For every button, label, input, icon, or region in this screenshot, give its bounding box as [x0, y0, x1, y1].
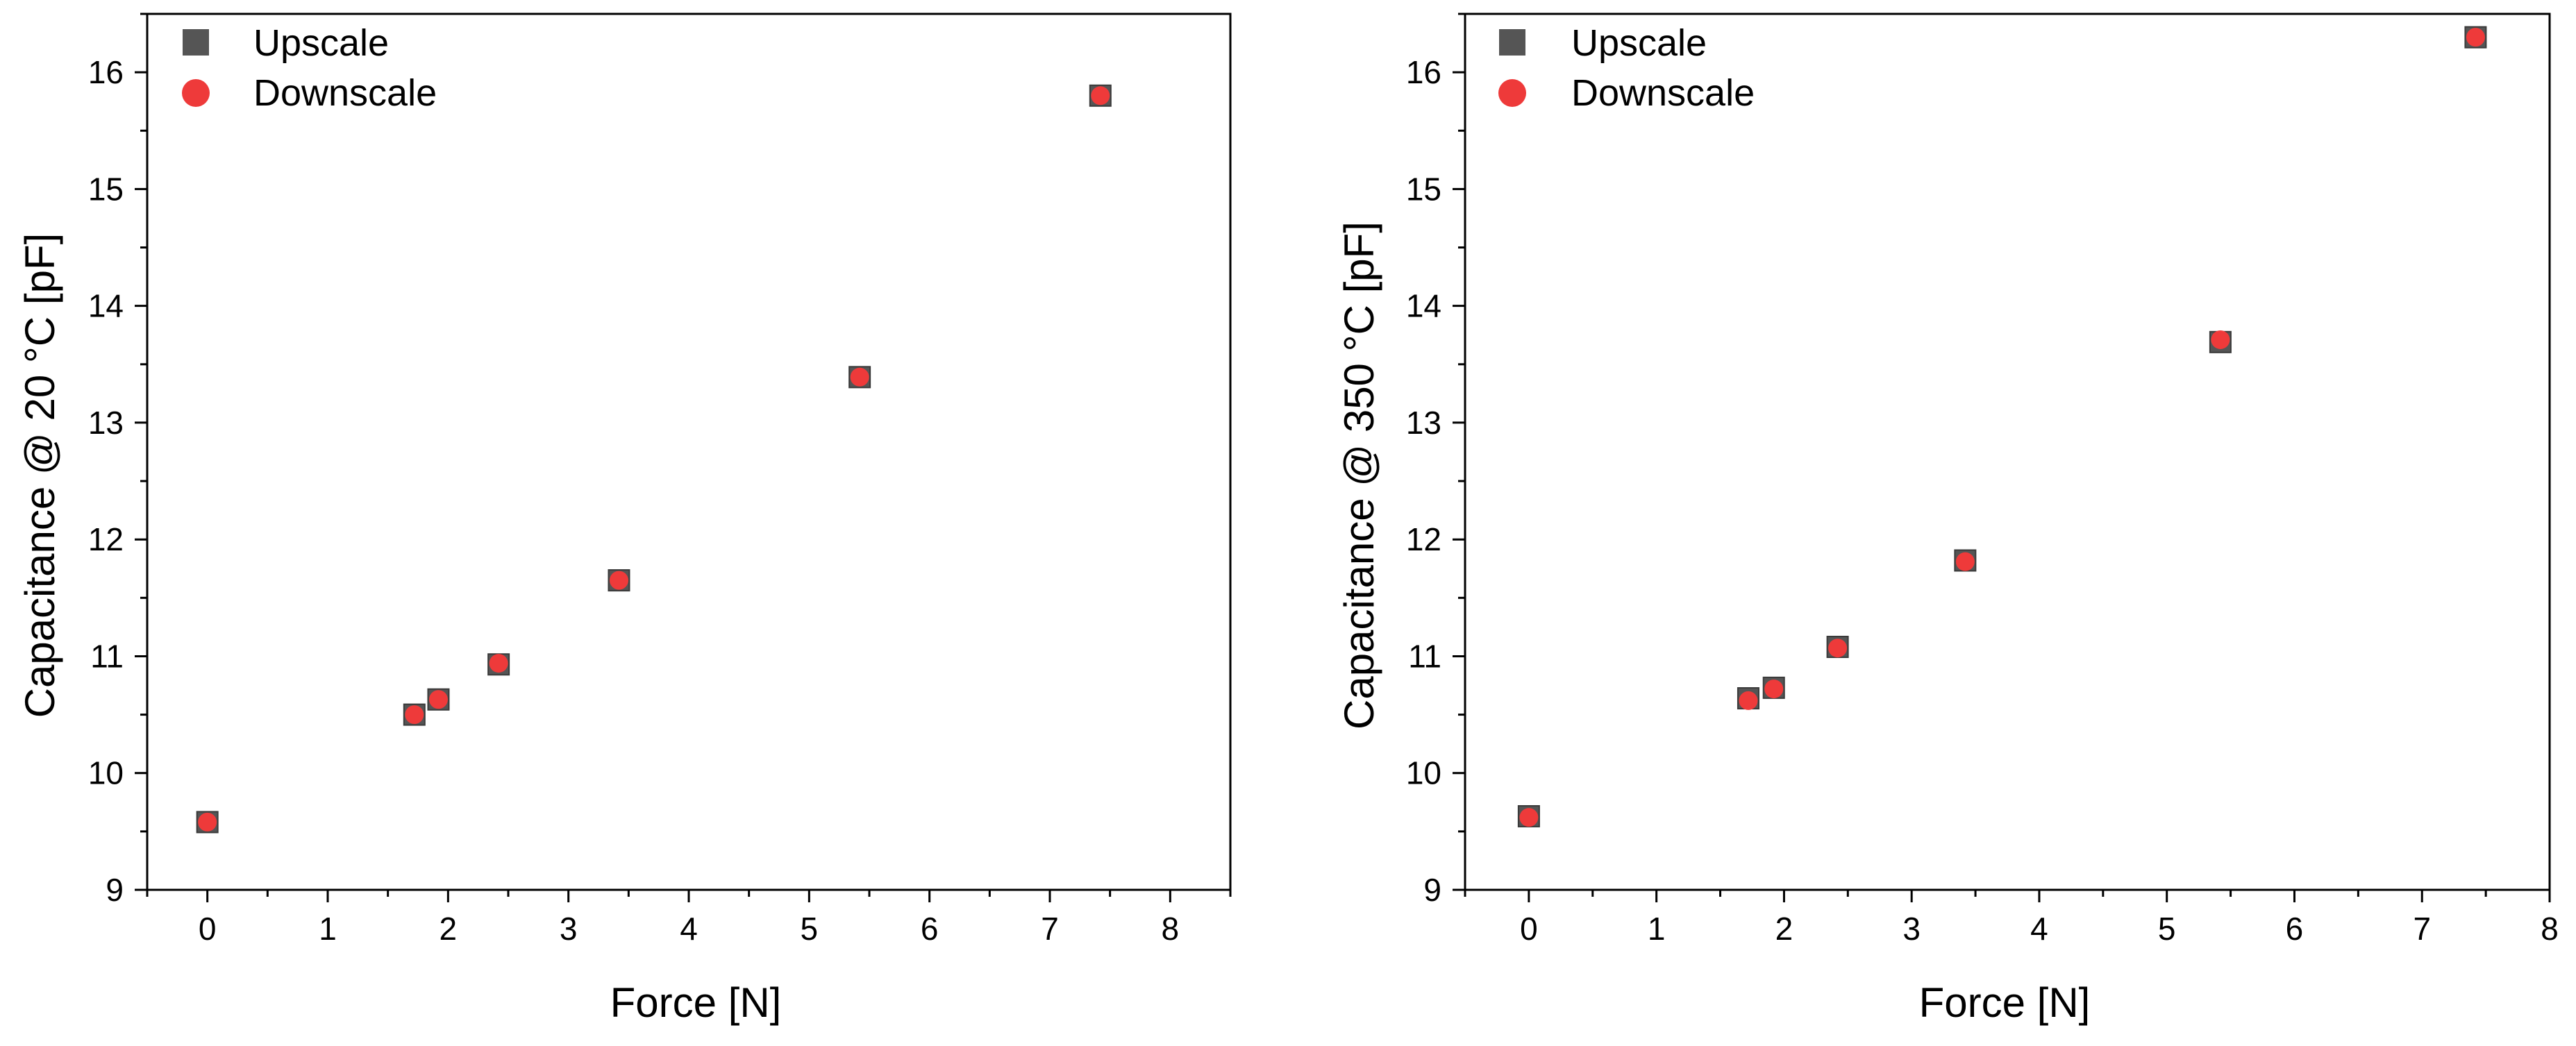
- left-y-tick-label: 15: [88, 171, 124, 207]
- right-downscale-point: [2466, 28, 2485, 47]
- left-y-tick-label: 11: [90, 638, 124, 674]
- left-downscale-point: [405, 705, 424, 725]
- left-y-tick-label: 16: [88, 54, 124, 90]
- right-legend-downscale-label: Downscale: [1571, 72, 1755, 114]
- left-x-tick-label: 5: [801, 911, 819, 947]
- right-downscale-point: [2211, 330, 2230, 349]
- right-y-tick-label: 11: [1408, 638, 1441, 674]
- right-x-tick-label: 6: [2286, 911, 2304, 947]
- left-x-tick-label: 7: [1041, 911, 1059, 947]
- left-downscale-point: [850, 367, 869, 387]
- left-downscale-point: [489, 654, 508, 673]
- left-downscale-point: [198, 812, 217, 832]
- left-downscale-point: [1091, 86, 1110, 106]
- left-x-tick-label: 6: [921, 911, 939, 947]
- left-chart-legend: Upscale Downscale: [182, 22, 437, 114]
- right-y-tick-label: 10: [1406, 755, 1441, 791]
- left-y-tick-label: 13: [88, 405, 124, 441]
- left-legend-upscale-label: Upscale: [253, 22, 389, 64]
- right-x-tick-label: 8: [2541, 911, 2559, 947]
- right-x-tick-label: 5: [2158, 911, 2176, 947]
- left-y-tick-label: 14: [88, 288, 124, 324]
- left-chart-y-axis-label: Capacitance @ 20 °C [pF]: [17, 233, 63, 718]
- right-y-tick-label: 12: [1406, 521, 1441, 557]
- left-downscale-point: [428, 690, 448, 709]
- right-downscale-point: [1955, 552, 1975, 571]
- right-x-tick-label: 4: [2030, 911, 2048, 947]
- right-downscale-point: [1739, 691, 1758, 710]
- left-x-tick-label: 4: [680, 911, 698, 947]
- left-x-tick-label: 0: [199, 911, 217, 947]
- left-legend-downscale-circle-icon: [182, 79, 210, 107]
- right-plot-frame: [1464, 12, 2551, 891]
- right-legend-downscale-circle-icon: [1498, 79, 1526, 107]
- right-y-tick-label: 9: [1423, 872, 1441, 908]
- left-y-tick-label: 10: [88, 755, 124, 791]
- right-chart-x-axis-label: Force [N]: [1919, 979, 2091, 1026]
- left-y-tick-label: 9: [106, 872, 124, 908]
- left-x-tick-label: 8: [1162, 911, 1180, 947]
- right-y-tick-label: 13: [1406, 405, 1441, 441]
- right-y-tick-label: 15: [1406, 171, 1441, 207]
- left-chart: Force [N] Capacitance @ 20 °C [pF] Upsca…: [17, 12, 1232, 1026]
- right-x-tick-label: 7: [2413, 911, 2431, 947]
- left-legend-downscale-label: Downscale: [253, 72, 437, 114]
- left-legend-upscale-square-icon: [183, 29, 209, 56]
- right-chart-legend: Upscale Downscale: [1498, 22, 1755, 114]
- right-x-tick-label: 1: [1648, 911, 1666, 947]
- left-chart-x-axis-label: Force [N]: [610, 979, 782, 1026]
- right-y-tick-label: 16: [1406, 54, 1441, 90]
- right-chart: Force [N] Capacitance @ 350 °C [pF] Upsc…: [1336, 12, 2559, 1026]
- left-x-tick-label: 3: [560, 911, 578, 947]
- left-x-tick-label: 1: [319, 911, 337, 947]
- right-downscale-point: [1764, 680, 1784, 699]
- left-x-tick-label: 2: [440, 911, 458, 947]
- right-legend-upscale-square-icon: [1499, 29, 1525, 56]
- right-x-tick-label: 2: [1775, 911, 1793, 947]
- left-y-tick-label: 12: [88, 521, 124, 557]
- right-downscale-point: [1519, 808, 1539, 827]
- left-downscale-point: [609, 571, 628, 590]
- right-x-tick-label: 0: [1520, 911, 1538, 947]
- right-chart-y-axis-label: Capacitance @ 350 °C [pF]: [1336, 221, 1382, 729]
- right-legend-upscale-label: Upscale: [1571, 22, 1707, 64]
- right-downscale-point: [1828, 639, 1848, 658]
- right-x-tick-label: 3: [1902, 911, 1921, 947]
- right-y-tick-label: 14: [1406, 288, 1441, 324]
